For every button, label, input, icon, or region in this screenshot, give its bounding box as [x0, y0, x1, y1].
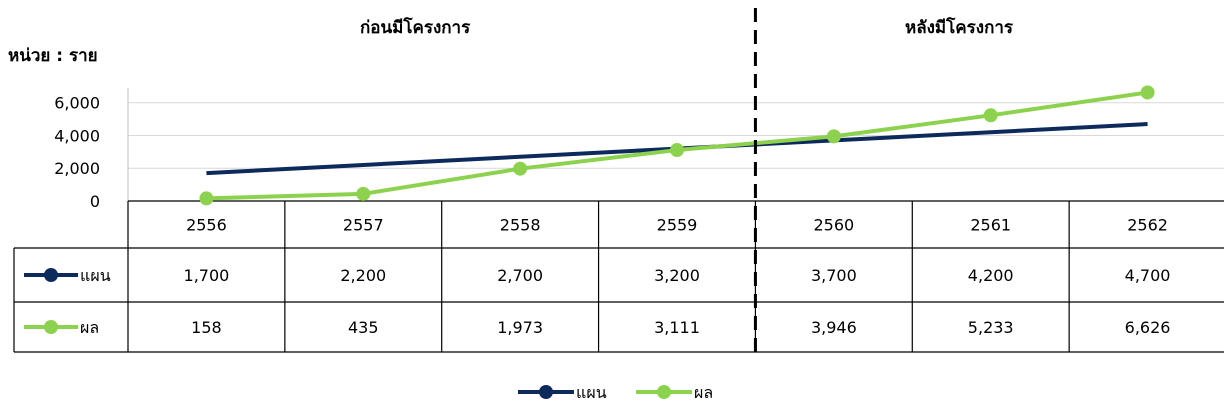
table-legend-key-marker [44, 320, 58, 334]
category-label: 2556 [186, 216, 227, 235]
y-tick-label: 4,000 [54, 126, 100, 145]
y-tick-label: 6,000 [54, 94, 100, 113]
data-point [199, 191, 214, 206]
y-tick-label: 0 [90, 192, 100, 211]
data-label: 158 [191, 318, 222, 337]
table-legend-key-marker [44, 268, 58, 282]
category-label: 2560 [813, 216, 854, 235]
period-before-label: ก่อนมีโครงการ [360, 18, 471, 38]
data-label: 3,200 [654, 266, 700, 285]
category-label: 2558 [500, 216, 541, 235]
data-point [356, 186, 371, 201]
category-label: 2559 [657, 216, 698, 235]
period-after-label: หลังมีโครงการ [905, 18, 1014, 38]
category-label: 2561 [970, 216, 1011, 235]
data-point [983, 108, 998, 123]
data-label: 6,626 [1125, 318, 1171, 337]
data-label: 4,200 [968, 266, 1014, 285]
legend-key-marker [539, 385, 553, 399]
data-label: 3,946 [811, 318, 857, 337]
data-label: 5,233 [968, 318, 1014, 337]
data-point [513, 161, 528, 176]
data-label: 4,700 [1125, 266, 1171, 285]
data-label: 3,111 [654, 318, 700, 337]
legend-label: ผล [694, 383, 713, 402]
y-tick-label: 2,000 [54, 159, 100, 178]
legend-key-marker [657, 385, 671, 399]
legend-label: แผน [576, 383, 607, 402]
table-series-name: ผล [80, 318, 99, 337]
category-label: 2562 [1127, 216, 1168, 235]
data-label: 1,973 [497, 318, 543, 337]
data-label: 3,700 [811, 266, 857, 285]
data-point [1140, 85, 1155, 100]
data-label: 435 [348, 318, 379, 337]
data-label: 1,700 [184, 266, 230, 285]
data-label: 2,200 [340, 266, 386, 285]
unit-label: หน่วย : ราย [8, 46, 98, 66]
data-point [670, 143, 684, 158]
data-point [826, 129, 841, 144]
table-series-name: แผน [80, 266, 111, 285]
data-label: 2,700 [497, 266, 543, 285]
category-label: 2557 [343, 216, 384, 235]
